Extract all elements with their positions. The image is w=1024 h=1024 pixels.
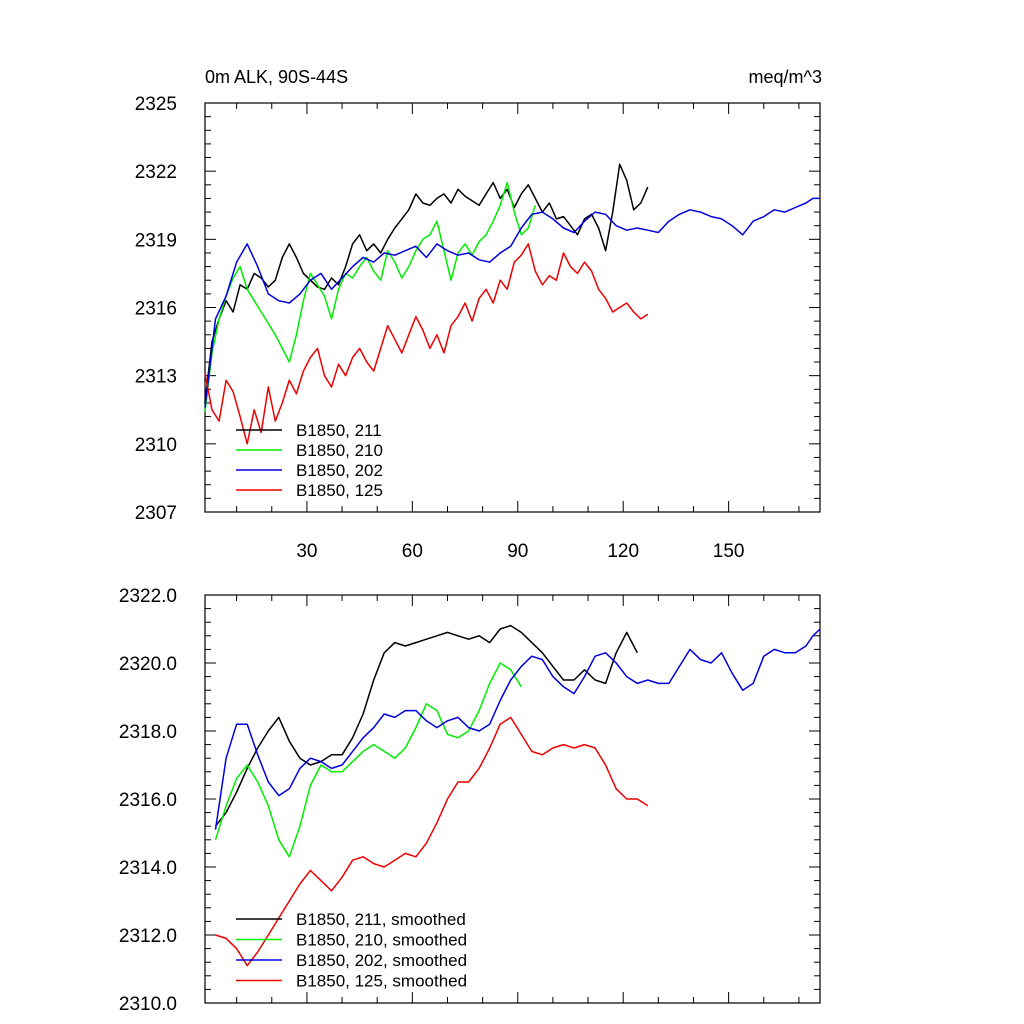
y-tick-label: 2322 xyxy=(135,162,177,183)
y-tick-label: 2318.0 xyxy=(119,722,177,743)
series-line-0 xyxy=(214,624,638,827)
y-tick-label: 2313 xyxy=(135,367,177,388)
legend-label: B1850, 210 xyxy=(296,441,383,460)
series-line-3 xyxy=(215,716,649,967)
x-tick-label: 30 xyxy=(296,541,317,562)
x-tick-label: 90 xyxy=(507,541,528,562)
series-line-3 xyxy=(204,243,649,445)
y-tick-label: 2320.0 xyxy=(119,654,177,675)
series-line-1 xyxy=(204,181,537,413)
series-line-2 xyxy=(214,628,821,830)
legend-label: B1850, 202 xyxy=(296,461,383,480)
x-tick-label: 120 xyxy=(607,541,639,562)
y-tick-label: 2314.0 xyxy=(119,858,177,879)
y-tick-label: 2325 xyxy=(135,94,177,115)
legend-label: B1850, 202, smoothed xyxy=(296,951,467,970)
legend: B1850, 211, smoothed B1850, 210, smoothed… xyxy=(236,910,467,991)
units-label: meq/m^3 xyxy=(749,67,822,87)
y-tick-label: 2319 xyxy=(135,230,177,251)
y-tick-label: 2316 xyxy=(135,299,177,320)
top-panel: 2307 2310 2313 2316 2319 2322 2325 30 60 90 120 150… xyxy=(135,94,821,562)
legend-label: B1850, 210, smoothed xyxy=(296,931,467,950)
y-tick-label: 2310.0 xyxy=(119,994,177,1015)
legend-label: B1850, 211 xyxy=(296,421,382,440)
y-tick-label: 2310 xyxy=(135,435,177,456)
legend-label: B1850, 125 xyxy=(296,481,383,500)
legend-label: B1850, 211, smoothed xyxy=(296,910,466,929)
y-tick-label: 2307 xyxy=(135,503,177,524)
x-tick-label: 60 xyxy=(402,541,423,562)
chart-title: 0m ALK, 90S-44S xyxy=(205,67,348,87)
series-line-0 xyxy=(204,163,649,403)
y-tick-label: 2312.0 xyxy=(119,926,177,947)
bottom-panel: 2310.0 2312.0 2314.0 2316.0 2318.0 2320.0 2322… xyxy=(119,586,821,1015)
y-tick-label: 2316.0 xyxy=(119,790,177,811)
legend-label: B1850, 125, smoothed xyxy=(296,972,467,991)
x-tick-label: 150 xyxy=(713,541,745,562)
y-tick-label: 2322.0 xyxy=(119,586,177,607)
series-line-2 xyxy=(204,197,820,408)
